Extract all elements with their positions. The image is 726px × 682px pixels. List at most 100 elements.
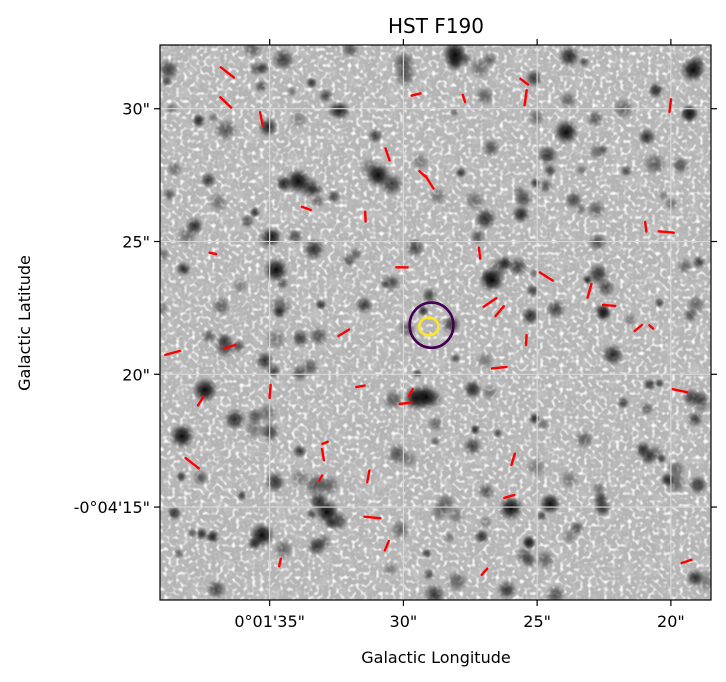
star-blob (389, 519, 411, 541)
polarization-vector (219, 96, 233, 109)
star-blob (622, 312, 638, 327)
star-blob (473, 207, 497, 231)
star-blob (317, 474, 341, 497)
star-blob (563, 190, 584, 210)
polarization-vector (519, 77, 530, 86)
star-blob (525, 456, 548, 479)
star-blob (474, 86, 495, 106)
star-blob (442, 45, 468, 68)
star-blob (207, 191, 230, 214)
star-blob (290, 468, 311, 489)
star-blob (421, 548, 433, 559)
x-tick-label: 25" (523, 612, 551, 631)
star-blob (200, 328, 217, 345)
contours (408, 301, 455, 350)
star-blob (165, 160, 183, 178)
star-blob (413, 384, 439, 410)
polarization-vector (657, 230, 675, 234)
star-blob (587, 232, 608, 253)
star-blob (231, 277, 249, 295)
star-blob (481, 138, 501, 158)
star-blob (596, 305, 612, 322)
star-blob (271, 47, 296, 72)
star-blob (365, 162, 391, 188)
star-blob (273, 538, 295, 560)
star-blob (216, 331, 233, 348)
polarization-vector (355, 384, 366, 389)
star-blob (239, 213, 255, 229)
polarization-vector (320, 447, 326, 462)
star-blob (537, 178, 554, 194)
polarization-vector (410, 92, 422, 97)
star-blob (340, 45, 360, 59)
star-blob (262, 226, 283, 247)
star-blob (231, 339, 246, 354)
star-blob (223, 408, 247, 431)
star-blob (248, 60, 265, 77)
star-blob (162, 187, 177, 202)
star-blob (405, 237, 425, 258)
polarization-vector (363, 515, 382, 520)
star-blob (191, 113, 207, 128)
star-blob (290, 364, 309, 383)
polarization-vector (208, 251, 218, 256)
star-blob (286, 228, 304, 245)
star-blob (292, 444, 307, 459)
star-blob (430, 436, 441, 447)
star-blob (578, 56, 590, 68)
star-blob (205, 529, 220, 545)
star-blob (449, 352, 462, 365)
polarization-vector (538, 271, 554, 282)
star-blob (480, 383, 499, 402)
y-tick-label: -0°04'15" (74, 498, 150, 517)
polarization-vector (648, 324, 655, 330)
star-blob (586, 198, 607, 219)
outer-contour (408, 301, 455, 350)
star-blob (236, 489, 248, 502)
star-blob (290, 328, 310, 348)
polarization-vector (258, 111, 264, 127)
polarization-vector (196, 395, 205, 407)
star-blob (462, 188, 486, 212)
inner-contour (417, 316, 440, 337)
star-blob (526, 108, 545, 127)
chart-title: HST F190 (388, 14, 484, 38)
star-blob (525, 69, 544, 88)
star-blob (266, 363, 282, 379)
star-blob (173, 548, 185, 560)
star-blob (264, 327, 288, 351)
grid-lines (160, 45, 711, 600)
x-tick-label: 30" (390, 612, 418, 631)
star-blob (176, 224, 198, 247)
star-blob (315, 298, 327, 311)
star-blob (192, 469, 209, 486)
polarization-vector (317, 474, 324, 482)
star-blob (469, 228, 486, 245)
star-blob (691, 255, 706, 270)
star-blob (511, 204, 531, 224)
star-blob (679, 104, 699, 124)
star-blob (249, 522, 275, 548)
polarization-vector (407, 388, 415, 398)
polarization-vector (668, 98, 673, 114)
star-blob (308, 325, 329, 347)
star-field (160, 45, 711, 600)
star-blob (637, 127, 657, 147)
star-blob (536, 144, 559, 167)
star-blob (513, 188, 534, 209)
star-blob (619, 164, 633, 178)
star-blob (254, 79, 268, 94)
polarization-vector (337, 328, 351, 338)
star-blob (682, 307, 699, 323)
polarization-vector (523, 88, 528, 107)
star-blob (397, 318, 417, 339)
star-blob (469, 424, 481, 436)
star-blob (575, 164, 588, 177)
star-blob (286, 86, 298, 98)
star-blob (455, 166, 467, 179)
star-blob (249, 206, 261, 219)
star-blob (496, 579, 518, 600)
star-blob (263, 257, 289, 283)
polarization-vector (278, 557, 282, 568)
polarization-vector (164, 349, 182, 357)
